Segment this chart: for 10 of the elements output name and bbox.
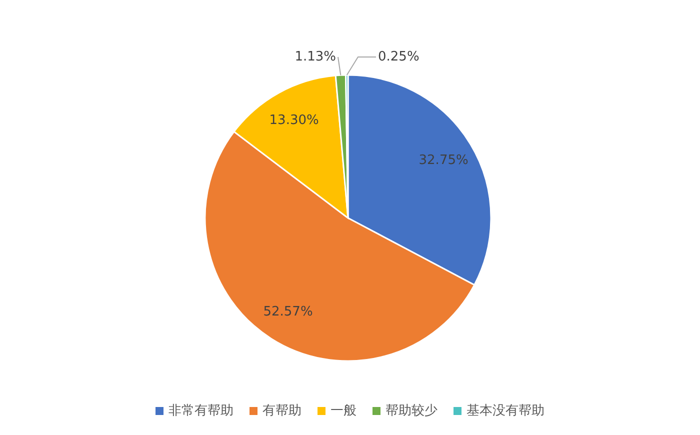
legend-label: 非常有帮助	[168, 404, 234, 418]
data-label: 52.57%	[263, 304, 313, 320]
data-label: 13.30%	[269, 112, 319, 128]
legend-label: 一般	[330, 404, 356, 418]
legend-label: 帮助较少	[386, 404, 438, 418]
data-label: 32.75%	[418, 152, 468, 168]
legend-label: 有帮助	[262, 404, 302, 418]
data-label: 1.13%	[294, 50, 336, 64]
legend-label: 基本没有帮助	[466, 404, 544, 418]
data-label: 0.25%	[378, 50, 420, 64]
